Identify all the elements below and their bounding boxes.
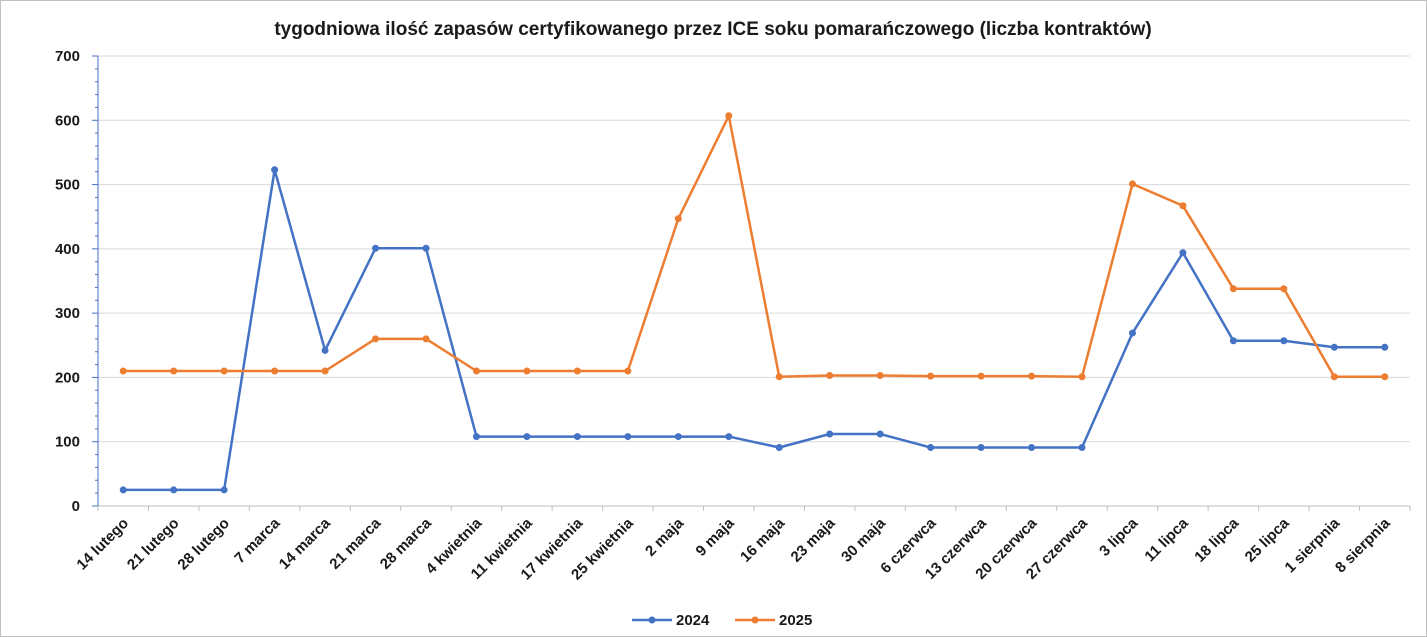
y-tick-label: 200 [55,369,80,386]
y-tick-label: 600 [55,112,80,129]
data-point [573,367,581,375]
series-layer [119,112,1389,494]
data-point [573,433,581,441]
data-point [1280,337,1288,345]
data-point [1381,373,1389,381]
x-tick-label: 14 marca [276,514,334,572]
data-point [1128,329,1136,337]
data-point [1330,373,1338,381]
x-tick-label: 11 lipca [1141,514,1192,565]
data-point [674,433,682,441]
x-tick-label: 8 sierpnia [1332,514,1394,576]
data-point [624,367,632,375]
data-point [1229,337,1237,345]
legend-marker [648,616,656,624]
data-point [1330,343,1338,351]
data-point [523,367,531,375]
series-2025 [119,112,1389,381]
y-tick-label: 0 [72,498,80,515]
y-tick-label: 700 [55,48,80,65]
y-tick-label: 100 [55,434,80,451]
data-point [523,433,531,441]
data-point [725,433,733,441]
axes [92,55,1411,511]
x-tick-label: 25 lipca [1242,514,1293,565]
data-point [1078,444,1086,451]
legend-item-2025: 2025 [735,612,812,629]
data-point [775,373,783,381]
data-point [1028,444,1036,451]
data-point [977,444,985,451]
y-tick-label: 400 [55,241,80,258]
data-point [119,367,127,375]
data-point [826,430,834,438]
data-point [624,433,632,441]
legend-label: 2025 [779,612,812,629]
data-point [170,486,178,494]
x-tick-label: 3 lipca [1096,514,1142,560]
legend-label: 2024 [676,612,710,629]
y-axis-ticks: 0 100 200 300 400 500 600 700 [55,48,80,515]
data-point [1179,249,1187,257]
legend-marker [751,616,759,624]
data-point [472,433,480,441]
data-point [170,367,178,375]
data-point [220,486,228,494]
data-point [977,372,985,380]
data-point [119,486,127,494]
x-tick-label: 21 marca [326,514,384,572]
data-point [1280,285,1288,293]
x-tick-label: 14 lutego [73,515,132,574]
gridlines [98,55,1410,443]
x-tick-label: 2 maja [642,514,688,560]
data-point [876,430,884,438]
x-tick-label: 30 maja [838,514,889,565]
x-tick-label: 16 maja [737,514,788,565]
x-tick-label: 23 maja [788,514,839,565]
legend-item-2024: 2024 [632,612,710,629]
data-point [725,112,733,120]
x-tick-label: 9 maja [693,514,739,560]
data-point [321,367,329,375]
data-point [775,444,783,451]
data-point [220,367,228,375]
x-tick-label: 21 lutego [124,515,183,574]
data-point [1179,202,1187,210]
chart-title: tygodniowa ilość zapasów certyfikowanego… [274,19,1151,40]
data-point [472,367,480,375]
x-tick-label: 28 lutego [174,515,233,574]
data-point [927,444,935,451]
data-point [1381,343,1389,351]
data-point [674,215,682,223]
data-point [1128,180,1136,188]
data-point [422,244,430,252]
data-point [321,346,329,354]
x-tick-label: 7 marca [231,514,284,567]
y-tick-label: 500 [55,177,80,194]
data-point [1028,372,1036,380]
data-point [1229,285,1237,293]
data-point [372,335,380,343]
data-point [271,367,279,375]
legend: 2024 2025 [632,612,812,629]
y-tick-label: 300 [55,305,80,322]
data-point [271,166,279,174]
x-tick-label: 18 lipca [1191,514,1242,565]
series-line-2025 [123,114,1385,379]
data-point [927,372,935,380]
series-2024 [119,166,1389,494]
data-point [876,372,884,379]
data-point [422,335,430,343]
data-point [372,244,380,252]
data-point [826,372,834,379]
series-line-2024 [123,168,1385,492]
data-point [1078,373,1086,381]
